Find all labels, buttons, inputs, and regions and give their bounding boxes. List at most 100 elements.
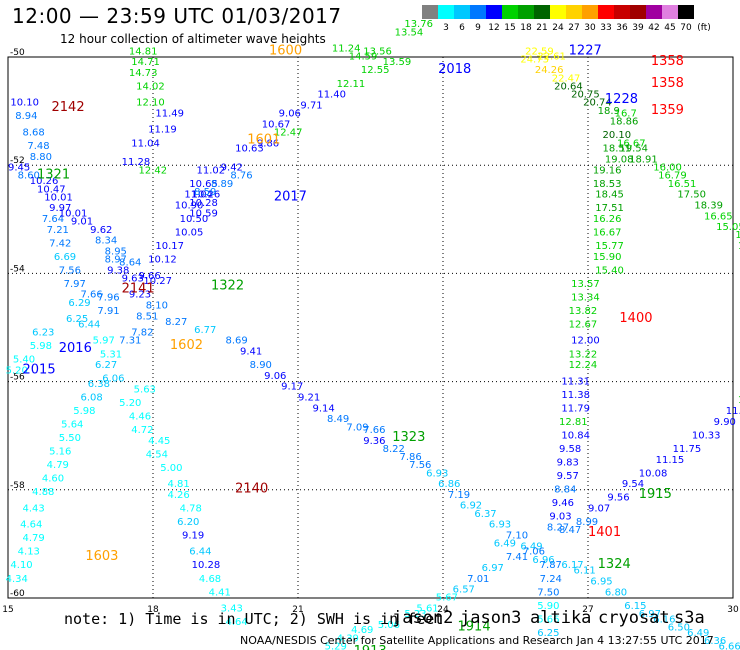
y-tick-label: -60 [10,589,25,599]
scale-swatch [454,5,470,19]
color-scale: 3 6 9 12 15 18 21 24 27 30 33 36 39 42 45 70 (ft) [422,5,714,35]
scale-swatch [662,5,678,19]
wave-height-label: 19.08 [605,154,634,165]
wave-height-label: 6.92 [460,501,482,512]
pass-time-label: 1914 [458,619,491,634]
wave-height-label: 16.79 [658,171,687,182]
wave-height-label: 12.42 [139,165,168,176]
wave-height-label: 12.15 [738,241,740,252]
wave-height-label: 14.02 [136,81,165,92]
wave-height-label: 7.50 [537,587,559,598]
wave-height-label: 8.60 [18,171,40,182]
wave-height-label: 17.51 [595,203,624,214]
x-tick-label: 18 [147,605,159,615]
wave-height-label: 4.60 [42,474,64,485]
scale-tick-label: 33 [600,23,612,33]
wave-height-label: 9.23 [129,290,151,301]
wave-height-label: 11.24 [332,44,361,55]
wave-height-label: 8.59 [194,187,216,198]
wave-height-label: 10.59 [189,209,218,220]
wave-height-label: 18.91 [629,154,658,165]
scale-tick-label: 27 [568,23,580,33]
pass-time-label: 1400 [619,311,652,326]
wave-height-label: 9.83 [557,457,579,468]
credit-line: NOAA/NESDIS Center for Satellite Applica… [240,634,714,647]
wave-height-label: 11.49 [155,109,184,120]
pass-time-label: 2017 [274,189,307,204]
wave-height-label: 10.28 [192,560,221,571]
wave-height-label: 6.06 [102,374,124,385]
wave-height-label: 10.12 [148,255,177,266]
pass-time-label: 2016 [59,341,92,356]
scale-swatch [582,5,598,19]
wave-height-label: 6.97 [639,609,661,620]
wave-height-label: 9.07 [588,503,610,514]
scale-tick-label: 70 [680,23,692,33]
wave-height-label: 8.34 [95,236,117,247]
wave-height-label: 6.49 [520,541,542,552]
wave-height-label: 7.87 [540,560,562,571]
pass-time-label: 1358 [651,76,684,91]
wave-height-label: 7.66 [363,425,385,436]
wave-height-label: 16.51 [668,179,697,190]
wave-height-label: 8.94 [15,111,37,122]
wave-height-label: 5.16 [49,447,71,458]
wave-height-label: 9.01 [71,217,93,228]
wave-height-label: 6.49 [494,539,516,550]
wave-height-label: 4.10 [10,560,32,571]
wave-height-label: 13.22 [569,349,598,360]
pass-time-label: 1323 [392,430,425,445]
scale-tick-label: 42 [648,23,660,33]
wave-height-label: 7.91 [97,306,119,317]
wave-height-label: 8.10 [146,301,168,312]
wave-height-label: 8.51 [136,311,158,322]
wave-height-label: 13.34 [571,292,600,303]
wave-height-label: 5.50 [59,433,81,444]
wave-height-label: 5.00 [160,463,182,474]
wave-height-label: 8.27 [165,317,187,328]
wave-height-label: 6.16 [653,614,675,625]
wave-height-label: 11.15 [656,455,685,466]
wave-height-label: 6.11 [574,566,596,577]
wave-height-label: 6.93 [489,520,511,531]
wave-height-label: 10.67 [262,119,291,130]
wave-height-label: 6.96 [532,555,554,566]
wave-height-label: 9.38 [107,265,129,276]
wave-height-label: 10.01 [59,209,88,220]
wave-height-label: 4.64 [20,520,42,531]
wave-height-label: 14.71 [131,57,160,68]
scale-swatch [422,5,438,19]
wave-height-label: 9.66 [139,271,161,282]
wave-height-label: 24.73 [520,54,549,65]
map-frame [7,56,734,599]
y-tick-label: -58 [10,481,25,491]
wave-height-label: 9.21 [298,393,320,404]
wave-height-label: 7.86 [400,452,422,463]
pass-time-label: 1600 [269,43,302,58]
pass-time-label: 1603 [85,549,118,564]
scale-tick-label: 12 [488,23,500,33]
wave-height-label: 7.41 [506,552,528,563]
wave-height-label: 11.28 [122,157,151,168]
wave-height-label: 5.97 [93,336,115,347]
wave-height-label: 6.66 [719,641,740,650]
wave-height-label: 7.82 [131,328,153,339]
wave-height-label: 5.20 [6,365,28,376]
scale-swatch [534,5,550,19]
wave-height-label: 6.23 [32,328,54,339]
wave-height-label: 14.59 [349,52,378,63]
wave-height-label: 18.39 [694,200,723,211]
scale-tick-label: 6 [459,23,465,33]
wave-height-label: 10.05 [175,228,204,239]
wave-height-label: 5.61 [416,604,438,615]
wave-height-label: 9.36 [363,436,385,447]
wave-height-label: 13.54 [395,27,424,38]
wave-height-label: 6.93 [426,468,448,479]
wave-height-label: 12.10 [136,98,165,109]
scale-tick-label: 18 [520,23,532,33]
pass-time-label: 2140 [235,482,268,497]
pass-time-label: 1601 [247,133,280,148]
scale-tick-label: 45 [664,23,676,33]
wave-height-label: 11.19 [148,125,177,136]
wave-height-label: 6.44 [78,320,100,331]
